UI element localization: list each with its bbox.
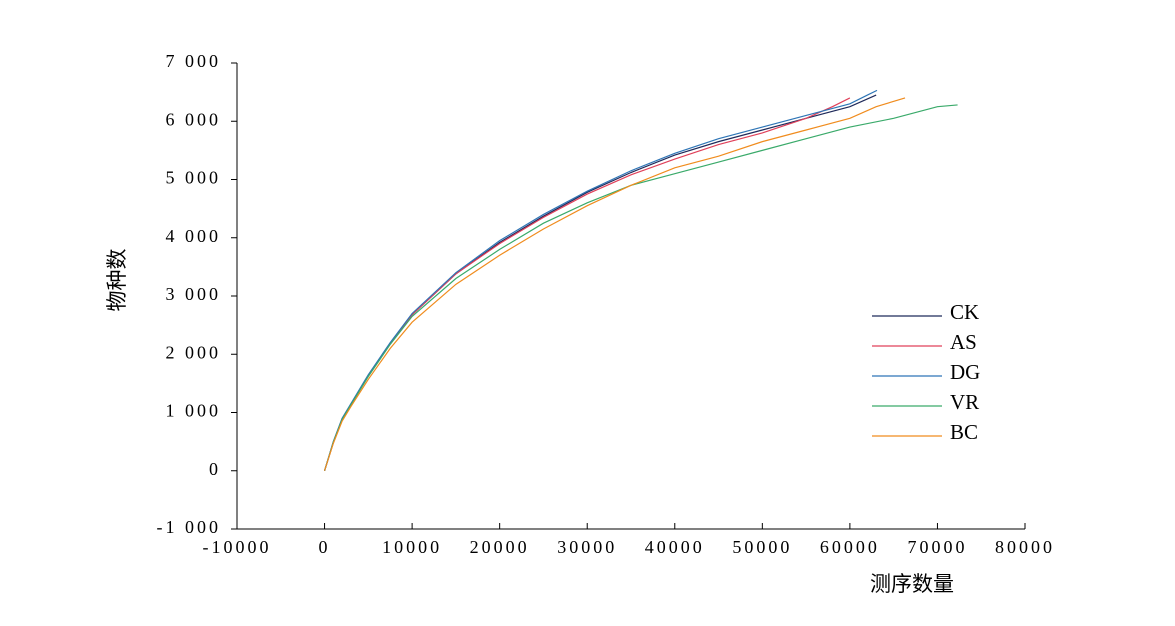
x-tick-label: 10000	[382, 537, 442, 557]
series-line	[323, 97, 851, 471]
x-tick-label: 30000	[557, 537, 617, 557]
y-tick-label: 4 000	[166, 226, 222, 246]
x-tick-label: 60000	[820, 537, 880, 557]
series-line	[323, 97, 906, 471]
series-line	[323, 94, 877, 471]
y-tick-label: 0	[209, 459, 221, 479]
legend-label: BC	[950, 420, 978, 444]
x-tick-label: 20000	[470, 537, 530, 557]
legend-label: VR	[950, 390, 979, 414]
legend-label: AS	[950, 330, 977, 354]
y-tick-label: 2 000	[166, 342, 222, 362]
y-tick-label: -1 000	[157, 517, 222, 537]
legend-label: DG	[950, 360, 980, 384]
series-line	[323, 104, 958, 471]
series-line	[323, 89, 878, 471]
y-tick-label: 1 000	[166, 401, 222, 421]
y-tick-label: 7 000	[166, 51, 222, 71]
y-tick-label: 6 000	[166, 109, 222, 129]
y-axis-title: 物种数	[105, 249, 129, 312]
x-tick-label: 40000	[645, 537, 705, 557]
x-axis-title: 测序数量	[870, 572, 954, 596]
x-tick-label: -10000	[203, 537, 272, 557]
y-tick-label: 5 000	[166, 168, 222, 188]
x-tick-label: 70000	[907, 537, 967, 557]
x-tick-label: 80000	[995, 537, 1055, 557]
x-tick-label: 50000	[732, 537, 792, 557]
x-tick-label: 0	[319, 537, 331, 557]
legend-label: CK	[950, 300, 979, 324]
y-tick-label: 3 000	[166, 284, 222, 304]
